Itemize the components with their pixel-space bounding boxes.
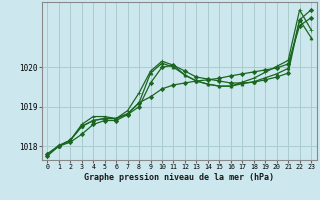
X-axis label: Graphe pression niveau de la mer (hPa): Graphe pression niveau de la mer (hPa) [84,173,274,182]
